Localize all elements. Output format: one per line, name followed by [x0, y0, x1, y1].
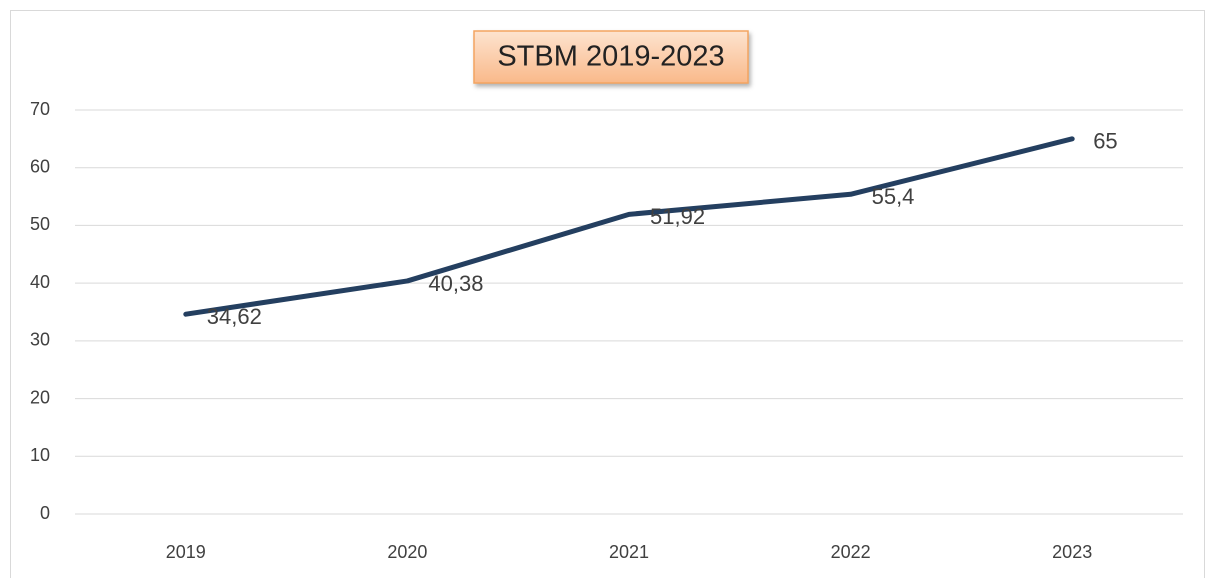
y-tick-label: 40	[30, 272, 50, 292]
chart-border	[10, 10, 1205, 578]
y-tick-label: 70	[30, 99, 50, 119]
y-tick-label: 0	[40, 503, 50, 523]
y-tick-label: 20	[30, 387, 50, 407]
y-tick-label: 50	[30, 214, 50, 234]
x-tick-label: 2021	[609, 542, 649, 562]
chart-title: STBM 2019-2023	[497, 41, 724, 73]
y-tick-label: 10	[30, 445, 50, 465]
data-label: 65	[1093, 129, 1117, 154]
x-tick-label: 2023	[1052, 542, 1092, 562]
line	[183, 136, 1075, 317]
data-label: 40,38	[428, 271, 483, 296]
y-tick-label: 30	[30, 330, 50, 350]
title-box	[473, 30, 749, 84]
data-label: 55,4	[872, 184, 915, 209]
data-label: 34,62	[207, 304, 262, 329]
x-tick-label: 2022	[831, 542, 871, 562]
data-label: 51,92	[650, 204, 705, 229]
x-tick-label: 2020	[387, 542, 427, 562]
y-tick-label: 60	[30, 156, 50, 176]
x-tick-label: 2019	[166, 542, 206, 562]
